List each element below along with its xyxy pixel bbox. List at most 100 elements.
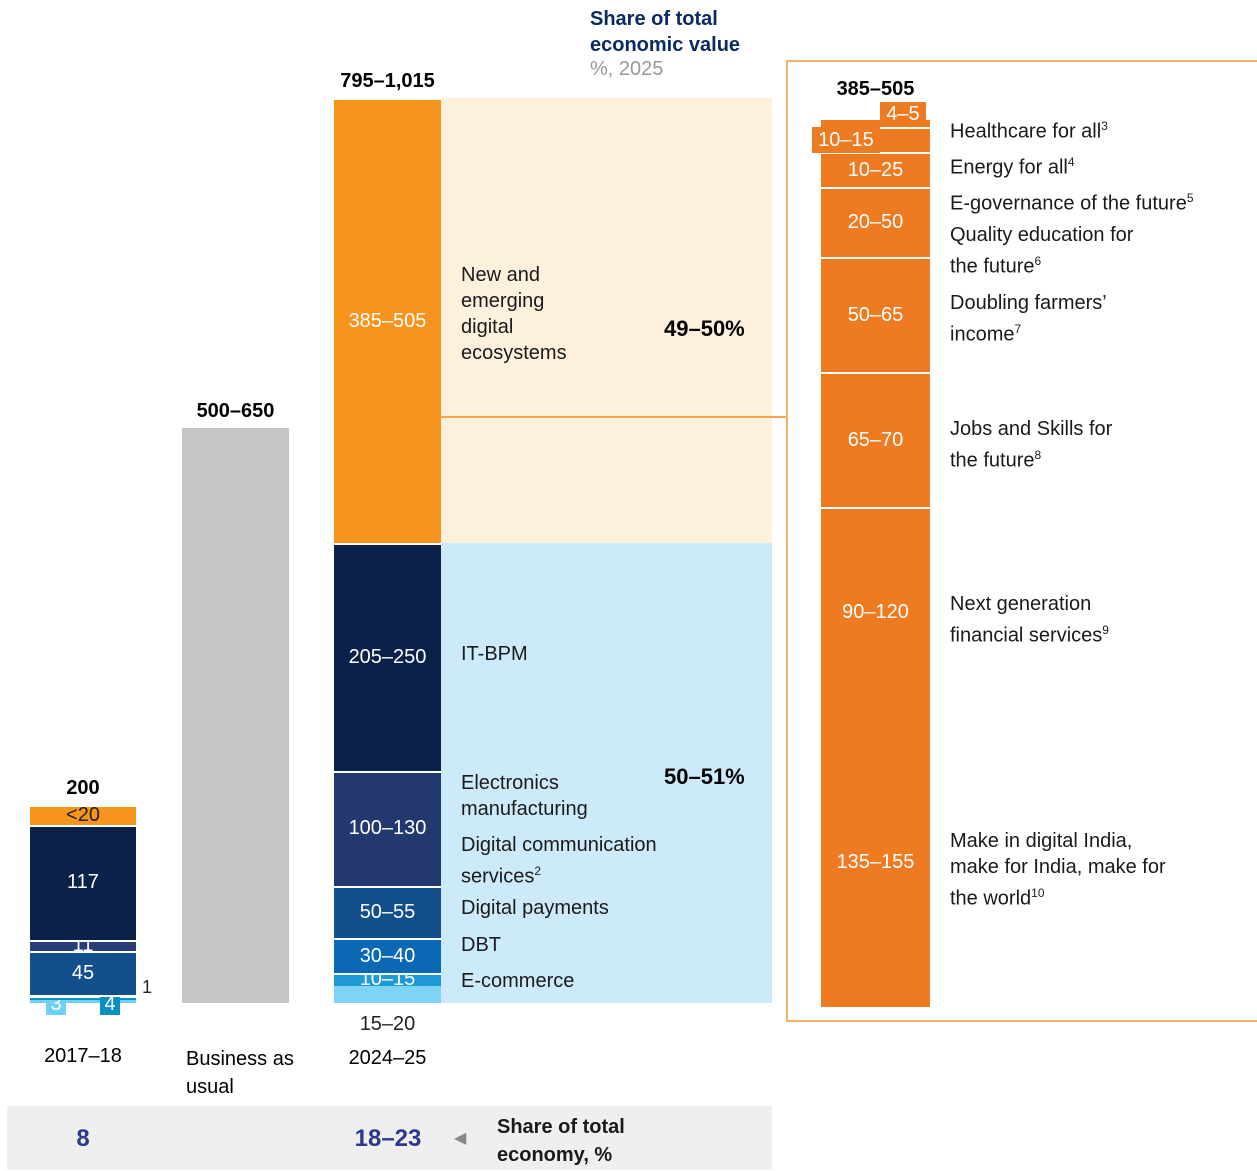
group-panel — [441, 543, 772, 1003]
label-text: Jobs and Skills for the future — [950, 418, 1113, 472]
total-label: 500–650 — [196, 400, 275, 422]
label: DBT — [461, 932, 701, 958]
economy-value: 18–23 — [354, 1125, 422, 1152]
segment — [30, 995, 136, 998]
value-label: 50–65 — [847, 303, 904, 326]
value-label: 4–5 — [880, 102, 926, 126]
value-label: 100–130 — [348, 817, 427, 839]
value-label: 385–505 — [348, 309, 427, 332]
label-text: DBT — [461, 934, 501, 956]
label: E-governance of the future5 — [950, 185, 1257, 217]
value-label: 10–15 — [359, 968, 416, 991]
right-panel — [786, 60, 1257, 1022]
segment — [334, 885, 441, 938]
value-label: 1 — [142, 977, 153, 997]
label-text: Digital communication services — [461, 834, 657, 888]
note: 9 — [1102, 623, 1109, 637]
label-text: E-commerce — [461, 970, 575, 992]
label: Healthcare for all3 — [950, 113, 1257, 145]
label-text: Electronics manufacturing — [461, 772, 588, 820]
note: 3 — [1101, 119, 1108, 133]
category-label: 2017–18 — [44, 1045, 122, 1067]
label: Doubling farmers’ income7 — [950, 290, 1150, 348]
note: 5 — [1186, 191, 1194, 205]
segment — [334, 770, 441, 886]
note: 4 — [1067, 155, 1075, 169]
economy-value: 8 — [76, 1125, 90, 1152]
segment — [821, 118, 930, 127]
value-label: 15–20 — [359, 1013, 416, 1035]
total-label: 795–1,015 — [340, 70, 435, 92]
note: 8 — [1034, 448, 1042, 462]
value-label: 135–155 — [836, 851, 915, 873]
group-label: 49–50% — [664, 316, 745, 341]
value-label: 20–50 — [847, 211, 904, 233]
segment — [334, 973, 441, 986]
segment — [821, 372, 930, 507]
group-panel — [441, 98, 772, 543]
label: E-commerce — [461, 968, 701, 994]
value-label: 10–25 — [847, 158, 904, 181]
note: 2 — [534, 864, 542, 878]
category-label: 2024–25 — [348, 1047, 427, 1069]
segment — [821, 257, 930, 372]
value-label: 50–55 — [359, 900, 416, 923]
economy-band — [7, 1106, 772, 1170]
label-text: E-governance of the future — [950, 192, 1187, 215]
note: 10 — [1031, 886, 1045, 900]
label: Next generation financial services9 — [950, 591, 1150, 649]
note: 7 — [1014, 322, 1022, 336]
bar — [182, 428, 289, 1003]
value-label: <20 — [66, 803, 100, 826]
note: 6 — [1034, 254, 1042, 268]
header-title: Share of total economic value — [590, 8, 741, 56]
segment — [821, 507, 930, 717]
segment — [30, 805, 136, 825]
value-label: 117 — [67, 871, 99, 894]
header-subtitle: %, 2025 — [590, 58, 664, 80]
segment — [334, 985, 441, 1003]
label: New and emerging digital ecosystems — [461, 262, 591, 366]
segment — [334, 98, 441, 543]
label-text: Healthcare for all — [950, 120, 1102, 143]
label: Electronics manufacturing — [461, 770, 661, 822]
label-text: Doubling farmers’ income — [950, 292, 1106, 346]
total-label: 200 — [66, 777, 100, 799]
segment — [30, 939, 136, 951]
value-label: 45 — [71, 961, 95, 984]
value-label: 10–15 — [812, 127, 880, 153]
label: Digital payments — [461, 895, 701, 921]
category-label: Business as usual — [186, 1048, 294, 1098]
label: Digital communication services2 — [461, 832, 711, 890]
value-label: 90–120 — [842, 601, 909, 623]
value-label: 30–40 — [359, 944, 416, 967]
label-text: Quality education for the future — [950, 224, 1134, 278]
value-label: 205–250 — [348, 645, 427, 668]
segment — [30, 1000, 136, 1003]
connector — [441, 416, 786, 418]
total-label: 385–505 — [836, 78, 915, 100]
value-label: 4 — [100, 993, 120, 1015]
label-text: New and emerging digital ecosystems — [461, 264, 567, 364]
economy-label: Share of total economy, % — [497, 1116, 625, 1166]
label: Quality education for the future6 — [950, 222, 1150, 280]
segment — [334, 938, 441, 973]
label: IT-BPM — [461, 641, 661, 667]
label-text: Next generation financial services — [950, 593, 1103, 647]
label-text: Make in digital India, make for India, m… — [950, 830, 1166, 910]
value-label: 65–70 — [847, 428, 904, 451]
label-text: Energy for all — [950, 156, 1068, 179]
segment — [30, 950, 136, 996]
group-label: 50–51% — [664, 764, 745, 789]
label-text: Digital payments — [461, 897, 609, 919]
segment — [821, 187, 930, 257]
label: Make in digital India, make for India, m… — [950, 828, 1175, 912]
label: Energy for all4 — [950, 149, 1257, 181]
label: Jobs and Skills for the future8 — [950, 416, 1120, 474]
label-text: IT-BPM — [461, 643, 528, 665]
segment — [334, 543, 441, 771]
arrow: ◀ — [454, 1130, 467, 1147]
segment — [821, 717, 930, 1007]
segment — [30, 824, 136, 940]
